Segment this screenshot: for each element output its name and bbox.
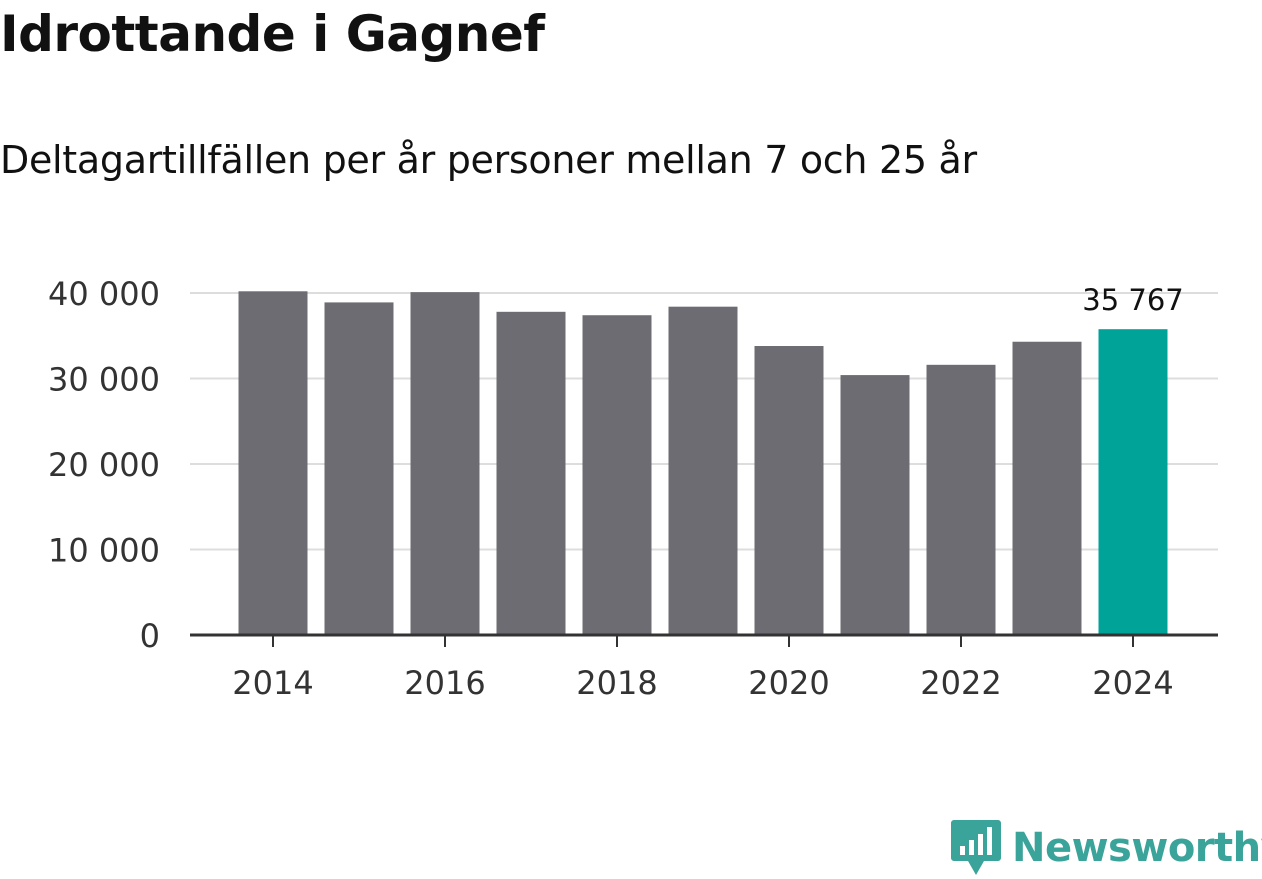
x-tick-label: 2020 bbox=[748, 664, 829, 702]
chart-title: Idrottande i Gagnef bbox=[0, 5, 545, 63]
newsworthy-logo: Newsworthy bbox=[950, 818, 1262, 878]
bar bbox=[1098, 329, 1168, 635]
brand-name: Newsworthy bbox=[1012, 825, 1262, 871]
bar bbox=[582, 315, 652, 635]
x-tick-label: 2014 bbox=[232, 664, 313, 702]
data-label: 35 767 bbox=[1082, 283, 1183, 317]
bar bbox=[238, 291, 308, 635]
bar bbox=[668, 306, 738, 635]
newsworthy-logo-icon bbox=[951, 820, 1001, 875]
axes bbox=[190, 633, 1218, 647]
y-tick-label: 20 000 bbox=[48, 446, 160, 484]
bar bbox=[410, 292, 480, 635]
labels: 0 10 000 20 000 30 000 40 000 35 767 2014 2016 2… bbox=[48, 275, 1184, 702]
y-tick-label: 40 000 bbox=[48, 275, 160, 313]
bar bbox=[926, 364, 996, 635]
bar bbox=[840, 375, 910, 635]
bar-chart: 0 10 000 20 000 30 000 40 000 35 767 2014 2016 2… bbox=[48, 275, 1218, 702]
x-tick-label: 2022 bbox=[920, 664, 1001, 702]
y-tick-label: 30 000 bbox=[48, 361, 160, 399]
bar bbox=[496, 311, 566, 635]
x-tick-label: 2016 bbox=[404, 664, 485, 702]
y-tick-label: 0 bbox=[140, 617, 160, 655]
chart-subtitle: Deltagartillfällen per år personer mella… bbox=[0, 138, 977, 182]
y-tick-label: 10 000 bbox=[48, 532, 160, 570]
x-tick-label: 2018 bbox=[576, 664, 657, 702]
bars bbox=[238, 291, 1168, 635]
x-tick-label: 2024 bbox=[1092, 664, 1173, 702]
bar bbox=[1012, 341, 1082, 635]
bar bbox=[324, 302, 394, 635]
bar bbox=[754, 346, 824, 635]
